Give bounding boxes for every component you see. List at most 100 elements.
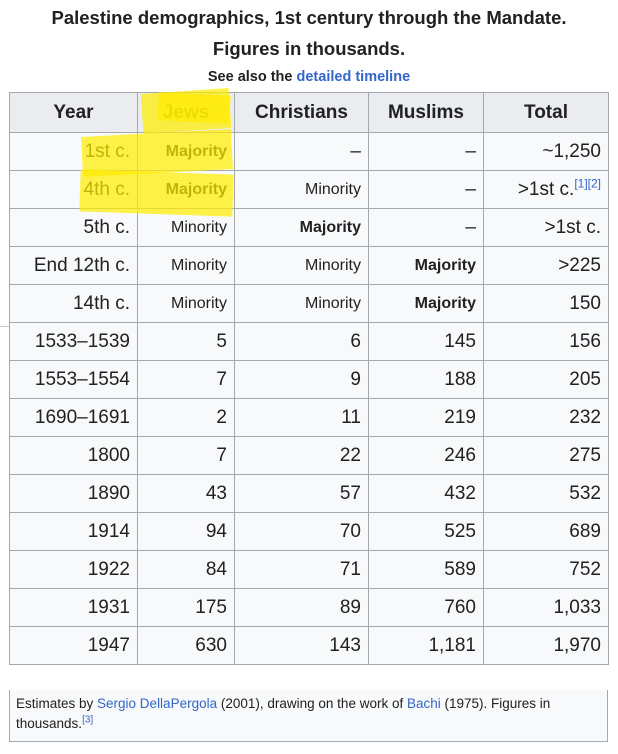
cell-total: 689 (483, 512, 609, 551)
table-row: End 12th c. Minority Minority Majority >225 (9, 246, 609, 285)
cell-christians: Minority (234, 284, 369, 323)
bachi-link[interactable]: Bachi (406, 696, 441, 711)
cell-year: 1914 (9, 512, 138, 551)
column-header-muslims: Muslims (368, 92, 484, 133)
cell-year: 1533–1539 (9, 322, 138, 361)
cell-jews: 43 (137, 474, 235, 513)
caption-text-3: (1975). Figures in thousands. (16, 696, 551, 731)
table-row: 1947 630 143 1,181 1,970 (9, 626, 609, 665)
caption-text-2: (2001), drawing on the work of (217, 696, 407, 711)
cell-christians: Minority (234, 170, 369, 209)
cell-year: 1890 (9, 474, 138, 513)
table-row: 1914 94 70 525 689 (9, 512, 609, 551)
cell-muslims: 145 (368, 322, 484, 361)
cell-year: 1553–1554 (9, 360, 138, 399)
see-also-prefix: See also the (207, 69, 297, 85)
cell-muslims: 246 (368, 436, 484, 475)
table-row: 1890 43 57 432 532 (9, 474, 609, 513)
cell-total: 150 (483, 284, 609, 323)
column-header-year: Year (9, 92, 138, 133)
cell-jews: 2 (137, 398, 235, 437)
caption-reference[interactable]: [3] (82, 714, 94, 726)
cell-christians: 143 (234, 626, 369, 665)
cell-year: 1690–1691 (9, 398, 138, 437)
table-row: 1553–1554 7 9 188 205 (9, 360, 609, 399)
table-row: 1800 7 22 246 275 (9, 436, 609, 475)
cell-muslims: 432 (368, 474, 484, 513)
cell-jews: 7 (137, 360, 235, 399)
cell-christians: Majority (234, 208, 369, 247)
table-body: 1st c. Majority – – ~1,250 4th c. Majority Mino… (9, 132, 609, 665)
cell-total: 1,970 (483, 626, 609, 665)
cell-total: >1st c.[1][2] (483, 170, 609, 209)
column-header-total: Total (483, 92, 609, 133)
detailed-timeline-link[interactable]: detailed timeline (296, 69, 411, 85)
cell-jews: 94 (137, 512, 235, 551)
cell-total: 752 (483, 550, 609, 589)
cell-christians: 6 (234, 322, 369, 361)
cell-year: 1931 (9, 588, 138, 627)
total-references: [1][2] (574, 176, 601, 190)
cell-year: 1947 (9, 626, 138, 665)
reference-link[interactable]: [1] (574, 176, 588, 191)
cell-muslims: 219 (368, 398, 484, 437)
cell-total: 275 (483, 436, 609, 475)
cell-jews: Majority (137, 132, 235, 171)
table-row: 14th c. Minority Minority Majority 150 (9, 284, 609, 323)
cell-muslims: – (368, 170, 484, 209)
cell-muslims: 589 (368, 550, 484, 589)
cell-year: 5th c. (9, 208, 138, 247)
demographics-table: Year Jews Christians Muslims Total 1st c… (9, 92, 609, 665)
table-row: 1st c. Majority – – ~1,250 (9, 132, 609, 171)
header-row: Year Jews Christians Muslims Total (9, 92, 609, 133)
cell-christians: 11 (234, 398, 369, 437)
title-line-1: Palestine demographics, 1st century thro… (51, 7, 567, 28)
cell-muslims: 1,181 (368, 626, 484, 665)
cell-muslims: Majority (368, 284, 484, 323)
reference-link[interactable]: [2] (587, 176, 601, 191)
cell-year: 14th c. (9, 284, 138, 323)
cell-muslims: 188 (368, 360, 484, 399)
table-row: 1922 84 71 589 752 (9, 550, 609, 589)
cell-christians: 89 (234, 588, 369, 627)
cell-jews: 84 (137, 550, 235, 589)
cell-total: 1,033 (483, 588, 609, 627)
cell-muslims: – (368, 132, 484, 171)
cell-christians: 9 (234, 360, 369, 399)
column-header-jews: Jews (137, 92, 235, 133)
cell-muslims: Majority (368, 246, 484, 285)
cell-jews: 175 (137, 588, 235, 627)
column-header-christians: Christians (234, 92, 369, 133)
sergio-dellapergola-link[interactable]: Sergio DellaPergola (97, 696, 218, 711)
cell-christians: 57 (234, 474, 369, 513)
cell-christians: 70 (234, 512, 369, 551)
cell-christians: 71 (234, 550, 369, 589)
cell-christians: 22 (234, 436, 369, 475)
cell-christians: – (234, 132, 369, 171)
title-line-2: Figures in thousands. (212, 38, 406, 59)
cell-year: 1st c. (9, 132, 138, 171)
cell-muslims: 525 (368, 512, 484, 551)
cell-jews: Majority (137, 170, 235, 209)
cell-muslims: 760 (368, 588, 484, 627)
page-divider (0, 326, 9, 327)
cell-muslims: – (368, 208, 484, 247)
caption-text-1: Estimates by (16, 696, 98, 711)
cell-total: 156 (483, 322, 609, 361)
table-row: 1690–1691 2 11 219 232 (9, 398, 609, 437)
cell-jews: 5 (137, 322, 235, 361)
cell-jews: 630 (137, 626, 235, 665)
cell-total: ~1,250 (483, 132, 609, 171)
cell-total: 532 (483, 474, 609, 513)
cell-year: 1922 (9, 550, 138, 589)
table-caption: Estimates by Sergio DellaPergola (2001),… (9, 690, 608, 742)
cell-year: 1800 (9, 436, 138, 475)
cell-total: 205 (483, 360, 609, 399)
table-title: Palestine demographics, 1st century thro… (0, 2, 618, 64)
cell-year: End 12th c. (9, 246, 138, 285)
table-row: 5th c. Minority Majority – >1st c. (9, 208, 609, 247)
table-row: 1533–1539 5 6 145 156 (9, 322, 609, 361)
table-row: 1931 175 89 760 1,033 (9, 588, 609, 627)
see-also-note: See also the detailed timeline (0, 67, 618, 87)
cell-total: >1st c. (483, 208, 609, 247)
